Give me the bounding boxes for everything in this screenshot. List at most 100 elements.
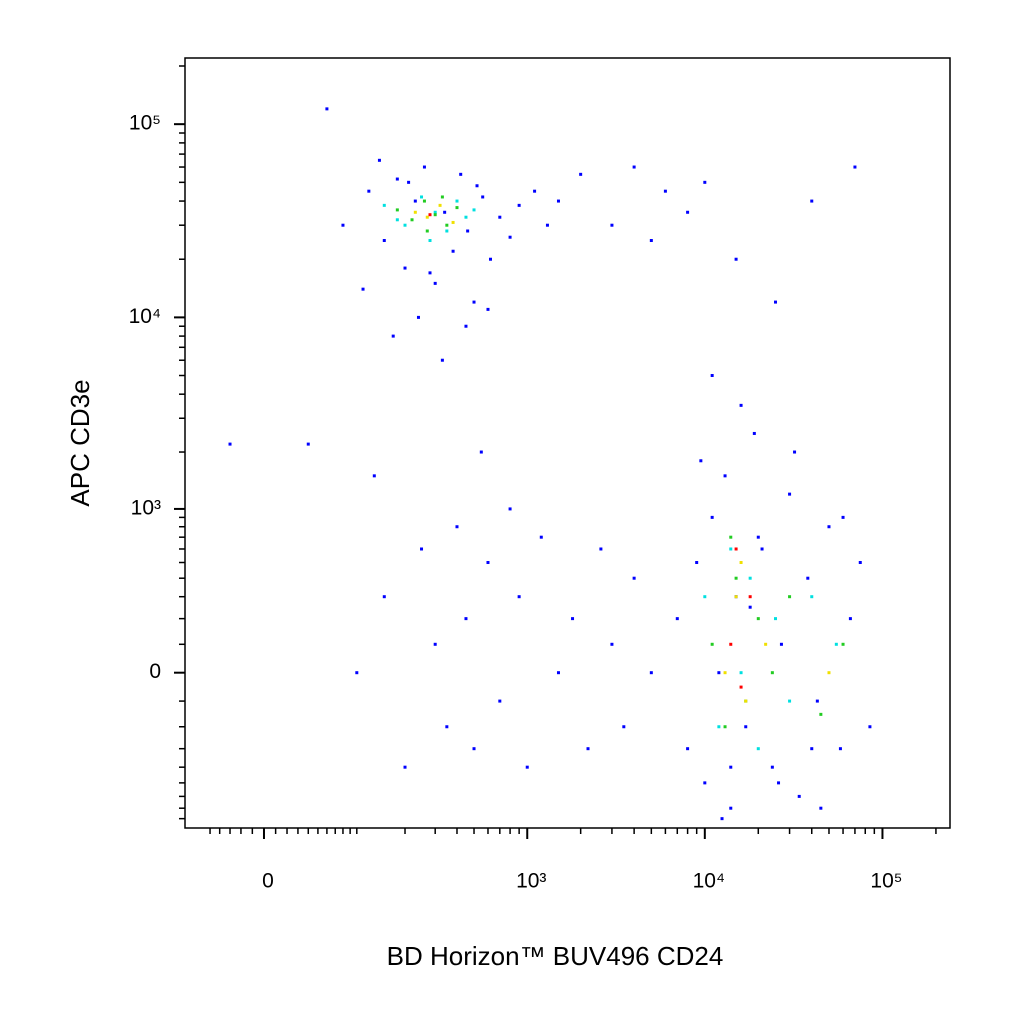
event-dot — [748, 595, 752, 599]
event-dot — [479, 450, 483, 454]
event-dot — [571, 617, 575, 621]
event-dot — [556, 199, 560, 203]
event-dot — [788, 492, 792, 496]
event-dot — [686, 747, 690, 751]
event-dot — [464, 324, 468, 328]
event-dot — [325, 107, 329, 111]
event-dot — [717, 725, 721, 729]
y-axis-label: APC CD3e — [65, 379, 95, 506]
event-dot — [403, 765, 407, 769]
event-dot — [382, 239, 386, 243]
event-dot — [472, 747, 476, 751]
event-dot — [868, 725, 872, 729]
event-dot — [703, 180, 707, 184]
event-dot — [649, 239, 653, 243]
event-dot — [734, 595, 738, 599]
event-dot — [579, 172, 583, 176]
event-dot — [774, 617, 778, 621]
event-dot — [752, 431, 756, 435]
event-dot — [806, 576, 810, 580]
event-dot — [517, 203, 521, 207]
event-dot — [810, 595, 814, 599]
event-dot — [433, 210, 437, 214]
event-dot — [632, 576, 636, 580]
event-dot — [486, 307, 490, 311]
y-tick-label: 10⁴ — [129, 305, 161, 328]
event-dot — [455, 199, 459, 203]
event-dot — [382, 203, 386, 207]
x-tick-label: 10³ — [516, 870, 546, 893]
event-dot — [464, 215, 468, 219]
event-dot — [703, 781, 707, 785]
event-dot — [306, 442, 310, 446]
event-dot — [413, 210, 417, 214]
event-dot — [517, 595, 521, 599]
event-dot — [433, 642, 437, 646]
event-dot — [858, 561, 862, 565]
event-dot — [367, 189, 371, 193]
event-dot — [729, 765, 733, 769]
event-dot — [764, 642, 768, 646]
x-tick-label: 10⁴ — [693, 870, 725, 893]
event-dot — [395, 177, 399, 181]
event-dot — [739, 561, 743, 565]
event-dot — [382, 595, 386, 599]
event-dot — [525, 765, 529, 769]
event-dot — [428, 271, 432, 275]
event-dot — [425, 229, 429, 233]
event-dot — [819, 712, 823, 716]
event-dot — [848, 617, 852, 621]
y-tick-label: 0 — [149, 660, 161, 683]
plot-frame — [184, 57, 951, 829]
event-dot — [779, 642, 783, 646]
event-dot — [361, 287, 365, 291]
event-dot — [748, 576, 752, 580]
event-dot — [744, 699, 748, 703]
event-dot — [481, 195, 485, 199]
event-dot — [699, 459, 703, 463]
event-dot — [445, 725, 449, 729]
event-dot — [797, 794, 801, 798]
event-dot — [748, 605, 752, 609]
event-dot — [443, 210, 447, 214]
event-dot — [377, 158, 381, 162]
event-dot — [341, 223, 345, 227]
event-dot — [703, 595, 707, 599]
event-dot — [834, 642, 838, 646]
event-dot — [610, 642, 614, 646]
event-dot — [403, 223, 407, 227]
y-tick-label: 10³ — [131, 496, 161, 519]
event-dot — [723, 671, 727, 675]
event-dot — [838, 747, 842, 751]
event-dot — [533, 189, 537, 193]
event-dot — [770, 765, 774, 769]
event-dot — [723, 474, 727, 478]
event-dot — [815, 699, 819, 703]
event-dot — [756, 747, 760, 751]
event-dot — [475, 184, 479, 188]
event-dot — [539, 535, 543, 539]
event-dot — [723, 725, 727, 729]
event-dot — [717, 671, 721, 675]
event-dot — [586, 747, 590, 751]
event-dot — [675, 617, 679, 621]
event-dot — [407, 180, 411, 184]
event-dot — [610, 223, 614, 227]
event-dot — [744, 725, 748, 729]
event-dot — [545, 223, 549, 227]
event-dot — [498, 699, 502, 703]
event-dot — [498, 215, 502, 219]
event-dot — [853, 165, 857, 169]
event-dot — [508, 507, 512, 511]
event-dot — [395, 208, 399, 212]
y-tick-label: 10⁵ — [129, 112, 161, 135]
event-dot — [433, 281, 437, 285]
event-dot — [472, 300, 476, 304]
event-dot — [486, 561, 490, 565]
event-dot — [403, 266, 407, 270]
event-dot — [413, 199, 417, 203]
event-dot — [556, 671, 560, 675]
event-dot — [445, 229, 449, 233]
event-dot — [756, 617, 760, 621]
